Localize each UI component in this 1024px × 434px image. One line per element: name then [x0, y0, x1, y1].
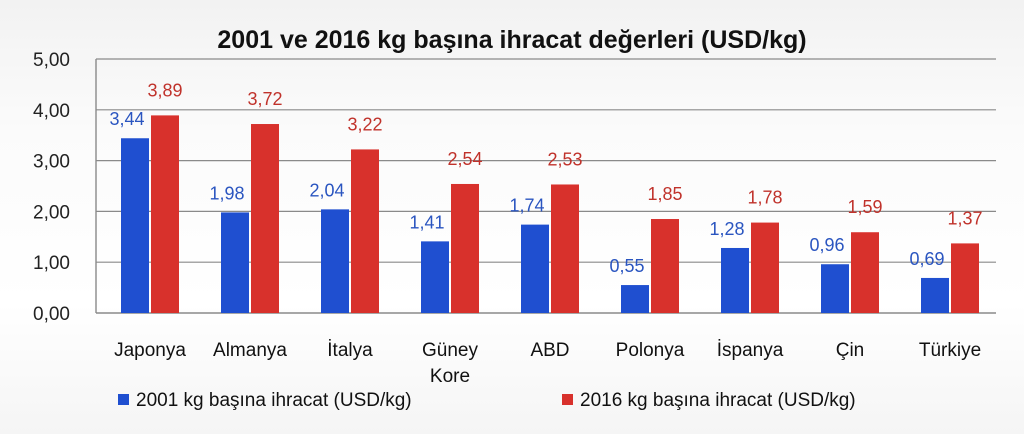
data-label-series-2: 3,89: [147, 80, 182, 100]
x-category-label: Çin: [836, 340, 865, 361]
bar-series-1: [521, 224, 549, 313]
y-tick-label: 2,00: [33, 202, 70, 223]
x-category-label: Polonya: [616, 340, 685, 361]
bar-series-1: [321, 209, 349, 313]
x-category-label: Türkiye: [919, 340, 981, 361]
x-category-label: Almanya: [213, 340, 287, 361]
bar-series-1: [221, 212, 249, 313]
data-label-series-2: 1,85: [647, 184, 682, 204]
data-label-series-1: 1,74: [509, 196, 544, 216]
data-label-series-2: 1,78: [747, 188, 782, 208]
data-label-series-1: 0,69: [909, 249, 944, 269]
data-label-series-2: 2,54: [447, 149, 482, 169]
data-label-series-1: 3,44: [109, 109, 144, 129]
data-label-series-1: 0,96: [809, 235, 844, 255]
y-tick-label: 1,00: [33, 253, 70, 274]
x-category-label: Japonya: [114, 340, 186, 361]
data-label-series-2: 3,22: [347, 114, 382, 134]
chart-title: 2001 ve 2016 kg başına ihracat değerleri…: [217, 26, 806, 54]
data-label-series-1: 2,04: [309, 180, 344, 200]
legend-label-series-2: 2016 kg başına ihracat (USD/kg): [580, 390, 856, 411]
bar-series-2: [451, 183, 479, 313]
bar-series-1: [721, 247, 749, 313]
data-label-series-1: 0,55: [609, 256, 644, 276]
x-category-label: Kore: [430, 366, 470, 387]
bar-series-1: [121, 138, 149, 313]
data-label-series-1: 1,41: [409, 212, 444, 232]
data-label-series-1: 1,98: [209, 183, 244, 203]
bar-series-2: [651, 219, 679, 313]
bar-series-1: [621, 285, 649, 313]
legend-label-series-1: 2001 kg başına ihracat (USD/kg): [136, 390, 412, 411]
x-category-label: Güney: [422, 340, 478, 361]
data-label-series-2: 3,72: [247, 89, 282, 109]
bar-series-2: [851, 232, 879, 313]
bar-series-1: [421, 241, 449, 313]
bar-series-2: [251, 124, 279, 313]
data-label-series-2: 1,59: [847, 197, 882, 217]
bar-series-1: [821, 264, 849, 313]
x-category-label: İspanya: [717, 340, 784, 361]
data-label-series-1: 1,28: [709, 219, 744, 239]
y-tick-label: 3,00: [33, 152, 70, 173]
bar-series-2: [351, 149, 379, 313]
bar-series-2: [151, 115, 179, 313]
data-label-series-2: 1,37: [947, 208, 982, 228]
data-label-series-2: 2,53: [547, 149, 582, 169]
y-tick-label: 0,00: [33, 304, 70, 325]
x-category-label: İtalya: [327, 340, 373, 361]
y-tick-label: 4,00: [33, 101, 70, 122]
legend-swatch-series-1: [118, 394, 129, 405]
y-tick-label: 5,00: [33, 50, 70, 71]
bar-series-2: [951, 243, 979, 313]
bar-series-2: [751, 222, 779, 313]
legend-swatch-series-2: [562, 394, 573, 405]
x-category-label: ABD: [530, 340, 569, 361]
bar-series-1: [921, 277, 949, 313]
bar-series-2: [551, 184, 579, 313]
